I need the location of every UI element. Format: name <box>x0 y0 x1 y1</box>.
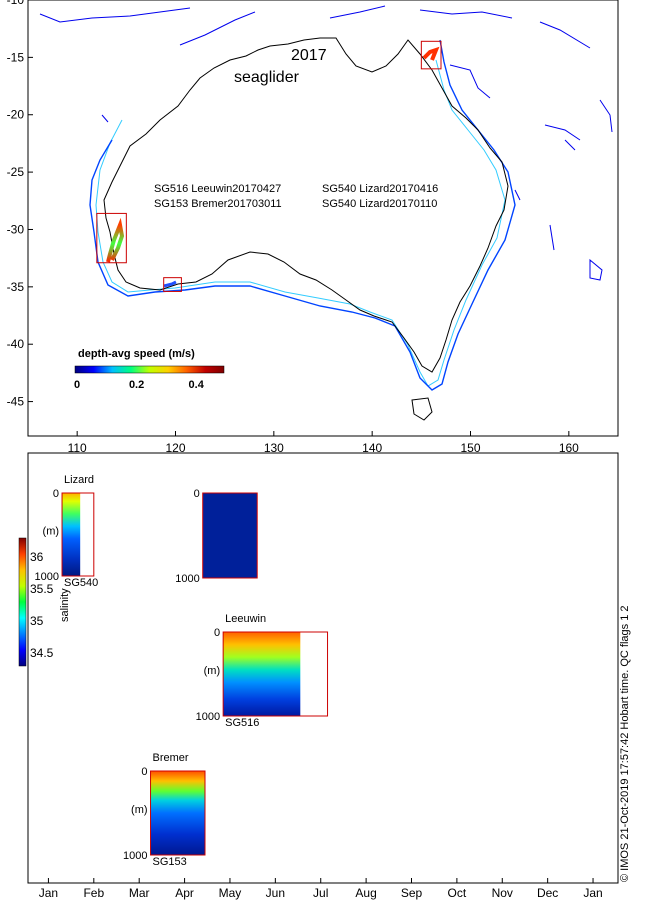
salinity-colorbar-tick-label: 35.5 <box>30 582 54 596</box>
depth-axis-label: (m) <box>43 526 60 538</box>
timeline-panel: 34.5 35 35.5 36 salinity 0 1000 (m) Lizard SG54… <box>18 452 631 900</box>
deployment-box-bremer <box>163 277 182 292</box>
month-tick-label: Mar <box>129 886 150 900</box>
salinity-colorbar-label: salinity <box>59 588 71 622</box>
depth-tick-bottom: 1000 <box>35 571 59 583</box>
timeline-axes-frame <box>27 452 619 884</box>
map-xtick-label: 160 <box>559 441 579 455</box>
panel-glider-label: SG516 <box>225 717 259 729</box>
deployment-box-lizard <box>420 40 442 70</box>
month-tick-label: Nov <box>492 886 513 900</box>
salinity-panel-bremer: 0 1000 (m) Bremer SG153 <box>123 752 206 868</box>
depth-tick-bottom: 1000 <box>123 850 147 862</box>
month-tick-label: May <box>219 886 242 900</box>
legend-entry-lizard-jan: SG540 Lizard20170110 <box>322 198 437 210</box>
map-y-ticks: -10 -15 -20 -25 -30 -35 -40 -45 <box>7 0 33 409</box>
salinity-panel-lizard: 0 1000 (m) Lizard SG540 <box>35 474 99 589</box>
tasmania <box>411 397 433 421</box>
salinity-colorbar-ticks: 34.5 35 35.5 36 <box>30 550 54 660</box>
track-lizard <box>422 46 440 61</box>
salinity-panel-unnamed: 0 1000 <box>175 488 258 585</box>
map-ytick-label: -40 <box>7 337 25 351</box>
salinity-colorbar-tick-label: 36 <box>30 550 44 564</box>
month-tick-label: Jan <box>39 886 58 900</box>
month-tick-label: Jul <box>313 886 328 900</box>
map-xtick-label: 120 <box>165 441 185 455</box>
glider-tracks <box>106 46 440 288</box>
speed-colorbar-tick-label: 0 <box>74 379 80 391</box>
speed-colorbar-ticks: 0 0.2 0.4 <box>74 379 205 391</box>
salinity-section <box>62 493 81 576</box>
legend-entry-bremer: SG153 Bremer201703011 <box>154 198 282 210</box>
month-tick-label: Dec <box>537 886 558 900</box>
panel-box <box>61 492 95 577</box>
salinity-panels: 0 1000 (m) Lizard SG540 0 1000 0 1000 (m) Leeuwin S… <box>35 474 329 868</box>
depth-tick-top: 0 <box>214 627 220 639</box>
salinity-panel-leeuwin: 0 1000 (m) Leeuwin SG516 <box>196 613 329 729</box>
panel-box <box>202 492 258 579</box>
speed-colorbar-tick-label: 0.2 <box>129 379 144 391</box>
map-ytick-label: -35 <box>7 280 25 294</box>
depth-tick-top: 0 <box>194 488 200 500</box>
map-ytick-label: -30 <box>7 222 25 236</box>
salinity-section <box>202 493 258 578</box>
salinity-colorbar-bar <box>18 537 27 667</box>
map-xtick-label: 110 <box>68 441 87 455</box>
map-ytick-label: -10 <box>7 0 25 7</box>
depth-tick-bottom: 1000 <box>196 711 220 723</box>
panel-name-label: Lizard <box>64 474 94 486</box>
salinity-colorbar <box>18 537 27 667</box>
month-tick-label: Jan <box>583 886 602 900</box>
map-ytick-label: -45 <box>7 395 25 409</box>
map-subtitle: seaglider <box>234 69 300 86</box>
panel-box <box>222 631 329 717</box>
legend-entry-leeuwin: SG516 Leeuwin20170427 <box>154 183 281 195</box>
deployment-box-leeuwin <box>96 212 127 264</box>
speed-colorbar <box>74 365 225 374</box>
panel-glider-label: SG540 <box>64 577 98 589</box>
month-tick-label: Apr <box>175 886 194 900</box>
deployment-boxes <box>96 40 442 292</box>
depth-axis-label: (m) <box>204 665 221 677</box>
month-tick-label: Jun <box>266 886 285 900</box>
panel-glider-label: SG153 <box>153 856 187 868</box>
track-leeuwin <box>106 217 125 263</box>
map-ytick-label: -25 <box>7 165 25 179</box>
salinity-colorbar-tick-label: 35 <box>30 614 44 628</box>
map-title: 2017 <box>291 47 327 64</box>
salinity-section <box>223 632 301 716</box>
legend-entry-lizard-apr: SG540 Lizard20170416 <box>322 183 438 195</box>
speed-colorbar-label: depth-avg speed (m/s) <box>78 348 195 360</box>
month-tick-label: Sep <box>401 886 423 900</box>
depth-tick-bottom: 1000 <box>175 573 199 585</box>
depth-axis-label: (m) <box>131 804 148 816</box>
credit-text: © IMOS 21-Oct-2019 17:57:42 Hobart time.… <box>619 605 631 882</box>
month-tick-label: Oct <box>448 886 467 900</box>
map-layers <box>39 5 613 421</box>
month-tick-label: Aug <box>355 886 376 900</box>
month-ticks: Jan Feb Mar Apr May Jun Jul Aug Sep Oct Nov Dec Jan <box>39 878 603 900</box>
panel-name-label: Bremer <box>153 752 189 764</box>
panel-name-label: Leeuwin <box>225 613 266 625</box>
map-xtick-label: 150 <box>460 441 480 455</box>
map-ytick-label: -20 <box>7 108 25 122</box>
track-bremer <box>163 280 177 288</box>
depth-tick-top: 0 <box>53 488 59 500</box>
map-panel: 2017 seaglider SG516 Leeuwin20170427 SG1… <box>7 0 619 455</box>
salinity-colorbar-tick-label: 34.5 <box>30 646 54 660</box>
map-ytick-label: -15 <box>7 50 25 64</box>
map-x-ticks: 110 120 130 140 150 160 <box>68 431 579 455</box>
speed-colorbar-bar <box>74 365 225 374</box>
islands-north <box>39 5 613 281</box>
map-xtick-label: 130 <box>264 441 284 455</box>
panel-box <box>150 770 206 856</box>
salinity-section <box>150 771 205 855</box>
map-xtick-label: 140 <box>362 441 382 455</box>
speed-colorbar-tick-label: 0.4 <box>189 379 205 391</box>
depth-tick-top: 0 <box>141 766 147 778</box>
month-tick-label: Feb <box>83 886 104 900</box>
australia-coastline <box>103 37 509 373</box>
